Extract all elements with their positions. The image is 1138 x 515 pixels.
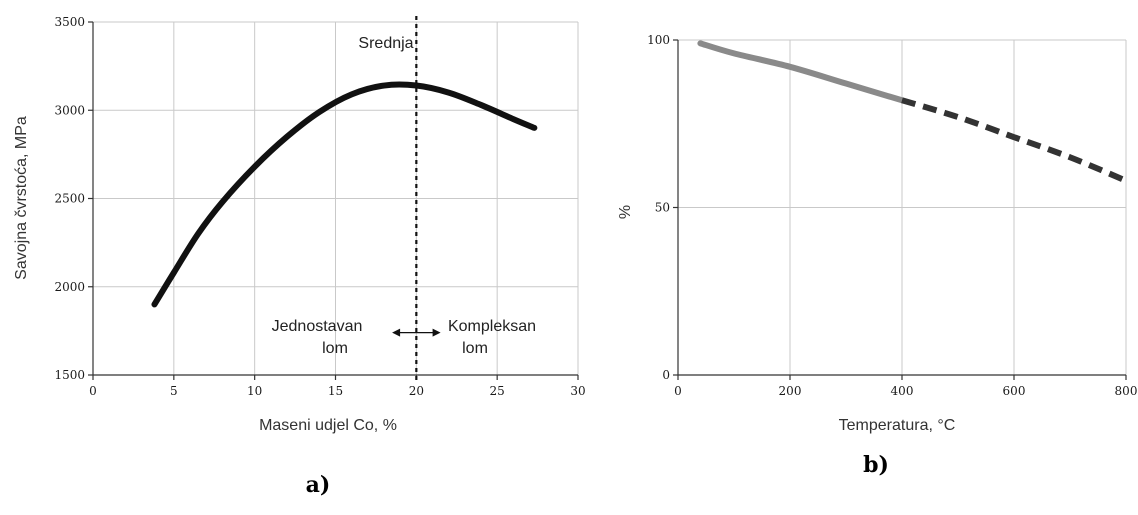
chart-b-y-tick-label: 0 [662, 368, 670, 382]
chart-a-y-tick-label: 2000 [54, 280, 85, 294]
chart-a-x-tick-label: 10 [247, 384, 262, 398]
chart-a-axes [88, 21, 579, 380]
chart-b: 0 200 400 600 800 0 50 100 Temperatura, °C % b) [617, 33, 1137, 478]
chart-a-arrow-head-right [432, 328, 441, 337]
chart-a-x-tick-label: 30 [570, 384, 585, 398]
chart-a-series-line-0 [151, 81, 538, 308]
chart-a-tick-labels: 0 5 10 15 20 25 30 1500 2000 2500 3000 3500 [54, 15, 585, 398]
chart-b-y-axis-label: % [617, 205, 634, 219]
chart-b-grid [678, 39, 1127, 375]
chart-b-x-tick-label: 0 [674, 384, 682, 398]
chart-a-x-tick-label: 25 [490, 384, 505, 398]
chart-a-panel-label: a) [306, 472, 331, 498]
chart-a-y-axis-label: Savojna čvrstoća, MPa [13, 116, 30, 280]
chart-a-y-tick-label: 3500 [54, 15, 85, 29]
chart-b-y-tick-label: 100 [647, 33, 670, 47]
chart-a-y-tick-label: 2500 [54, 192, 85, 206]
chart-b-axes [673, 39, 1127, 380]
chart-a-left-region-label-line1: Jednostavan [272, 318, 363, 335]
chart-a-x-tick-label: 15 [328, 384, 343, 398]
chart-a-y-tick-label: 3000 [54, 103, 85, 117]
chart-a-right-region-label-line2: lom [462, 340, 488, 357]
chart-b-x-tick-label: 200 [779, 384, 802, 398]
chart-b-panel-label: b) [863, 452, 889, 478]
chart-a-x-tick-label: 5 [170, 384, 178, 398]
chart-a-right-region-label-line1: Kompleksan [448, 318, 536, 335]
chart-b-x-tick-label: 800 [1115, 384, 1138, 398]
chart-a-x-tick-label: 20 [409, 384, 424, 398]
chart-b-y-tick-label: 50 [655, 201, 670, 215]
chart-b-series [697, 40, 1128, 184]
chart-b-x-axis-label: Temperatura, °C [839, 417, 956, 434]
chart-a-series [151, 16, 538, 383]
chart-a-x-axis-label: Maseni udjel Co, % [259, 417, 397, 434]
chart-b-x-tick-label: 400 [891, 384, 914, 398]
chart-a-arrow-head-left [392, 328, 401, 337]
chart-a: 0 5 10 15 20 25 30 1500 2000 2500 3000 3500 Srednja… [13, 15, 586, 498]
chart-b-series-line-0 [697, 40, 905, 104]
chart-a-y-tick-label: 1500 [54, 368, 85, 382]
chart-b-series-line-1 [901, 97, 1128, 184]
chart-b-x-tick-label: 600 [1003, 384, 1026, 398]
chart-a-x-tick-label: 0 [89, 384, 97, 398]
chart-b-tick-labels: 0 200 400 600 800 0 50 100 [647, 33, 1137, 398]
chart-a-vline-label: Srednja [358, 35, 413, 52]
chart-a-left-region-label-line2: lom [322, 340, 348, 357]
